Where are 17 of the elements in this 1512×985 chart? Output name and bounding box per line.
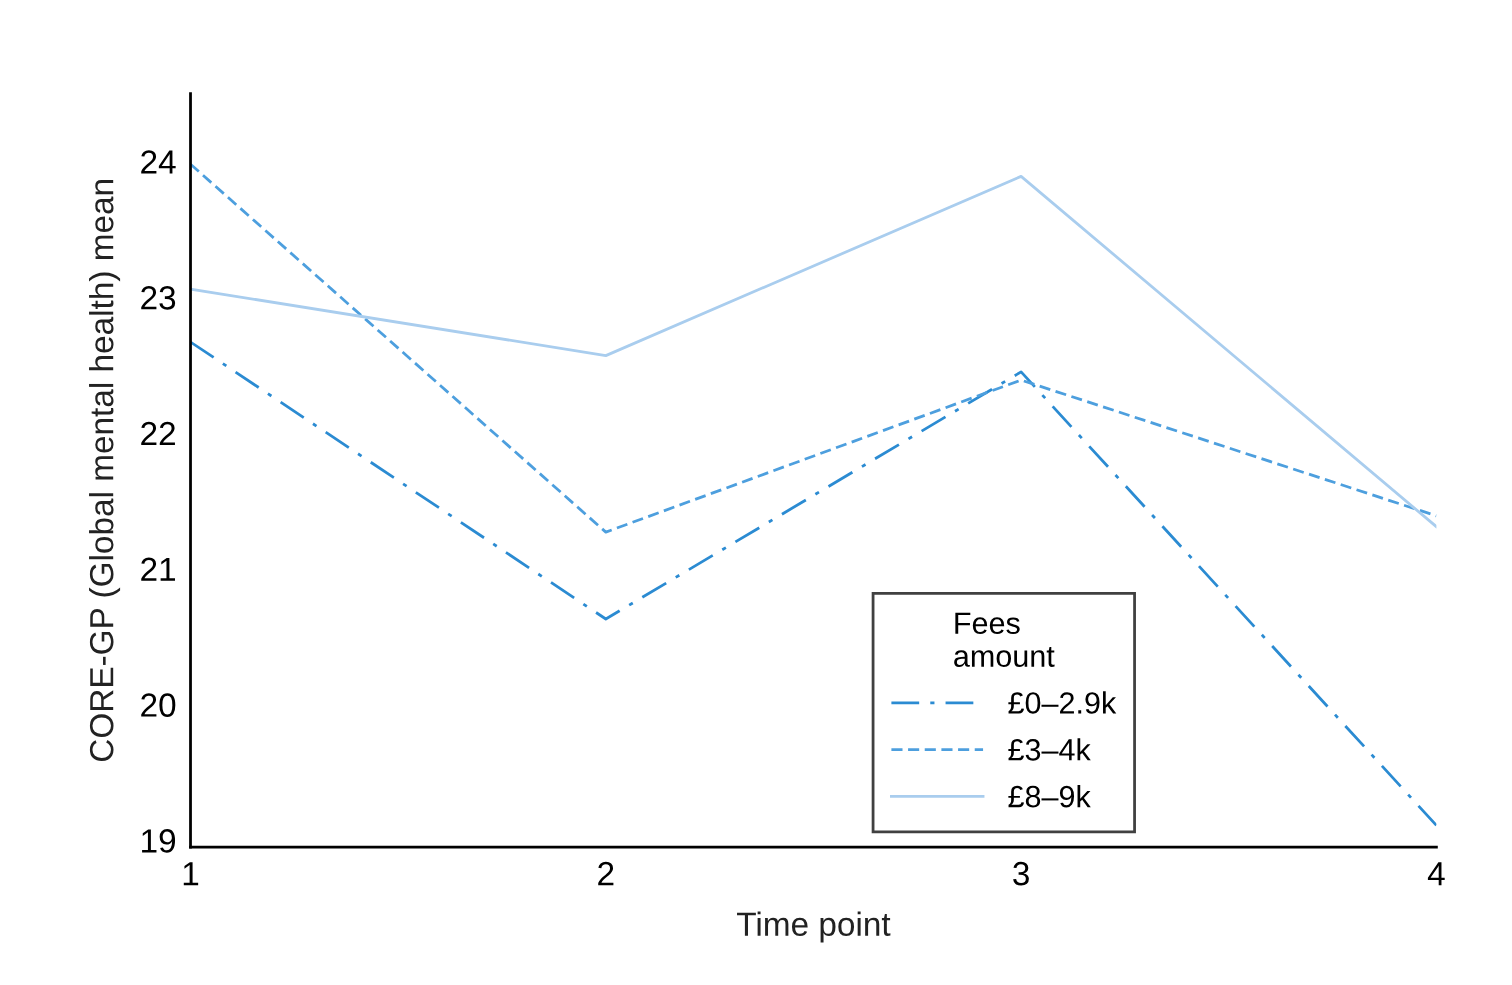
y-tick-label: 19 (142, 829, 176, 853)
line-series (190, 340, 1437, 827)
y-tick-label: 20 (141, 693, 176, 717)
x-tick-label: 3 (1013, 861, 1029, 886)
y-tick-label: 24 (141, 150, 176, 174)
y-axis-title: CORE-GP (Global mental health) mean (89, 180, 121, 762)
x-tick-label: 4 (1427, 862, 1445, 886)
x-tick-label: 1 (183, 862, 199, 886)
legend-label: £3–4k (1008, 738, 1091, 761)
legend-title: Fees amount (954, 612, 1055, 667)
x-tick-label: 2 (598, 861, 614, 886)
y-tick-label: 22 (141, 421, 175, 446)
legend-label: £0–2.9k (1008, 691, 1117, 714)
y-tick-label: 23 (141, 286, 176, 310)
x-axis-title: Time point (737, 911, 891, 943)
y-tick-label: 21 (141, 557, 175, 581)
legend-label: £8–9k (1008, 785, 1091, 808)
